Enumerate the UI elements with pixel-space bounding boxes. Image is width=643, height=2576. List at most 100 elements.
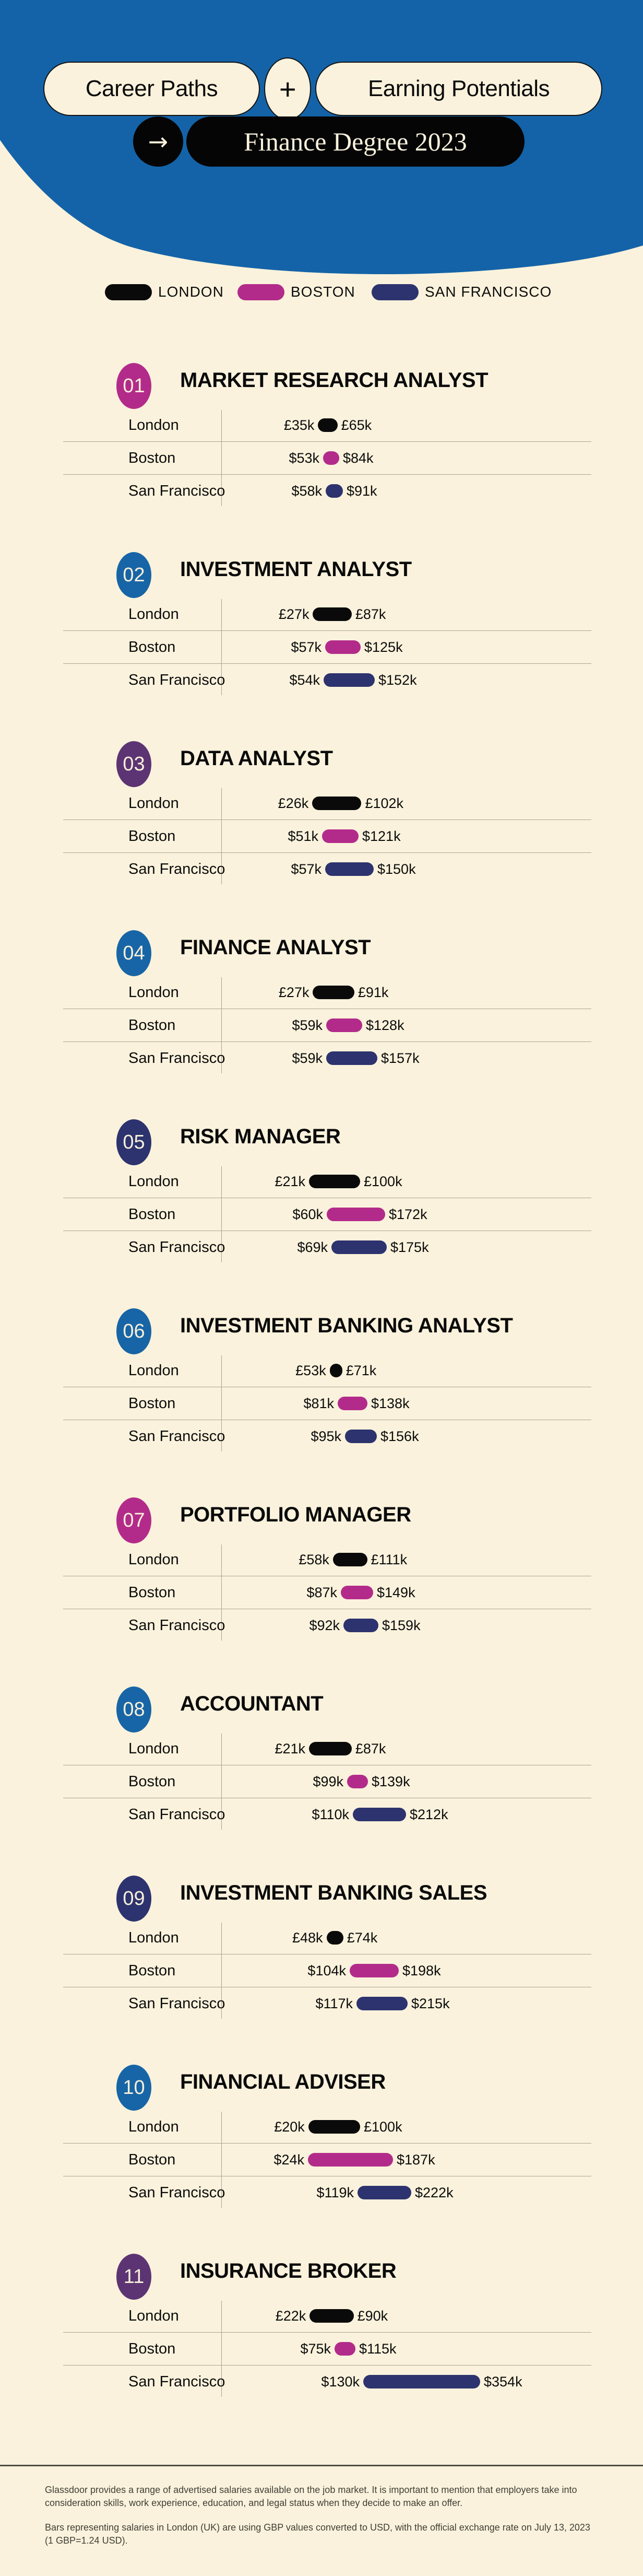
salary-min-label: $60k (292, 1206, 323, 1222)
salary-row: San Francisco $95k $156k (63, 1420, 591, 1453)
salary-range-bar (325, 640, 361, 654)
salary-range-bar (345, 1430, 377, 1443)
salary-max-label: $212k (410, 1806, 448, 1822)
city-label: Boston (128, 449, 176, 466)
salary-range-bar (324, 673, 375, 687)
section-number: 02 (123, 564, 145, 586)
salary-table: London £26k £102k Boston $51k $121k San … (63, 787, 591, 885)
city-label: San Francisco (128, 860, 225, 877)
salary-min-label: $75k (300, 2340, 331, 2357)
salary-row: Boston $59k $128k (63, 1009, 591, 1041)
section-number-badge: 06 (116, 1308, 151, 1354)
salary-min-label: $99k (313, 1773, 343, 1789)
city-label: Boston (128, 1584, 176, 1601)
salary-max-label: $215k (411, 1995, 450, 2011)
city-label: San Francisco (128, 2373, 225, 2390)
salary-range-bar (309, 1742, 352, 1755)
salary-range-bar (312, 797, 362, 810)
salary-min-label: $58k (291, 483, 322, 499)
salary-min-label: $53k (289, 450, 319, 466)
section-number-badge: 04 (116, 930, 151, 976)
salary-max-label: £91k (358, 984, 389, 1000)
earning-potentials-pill: Earning Potentials (315, 62, 602, 116)
salary-max-label: £87k (355, 606, 386, 622)
career-section: 03 DATA ANALYST London £26k £102k Boston… (0, 741, 643, 930)
salary-min-label: $104k (307, 1962, 346, 1978)
section-number: 05 (123, 1131, 145, 1153)
salary-min-label: $130k (321, 2373, 360, 2390)
salary-range-bar (309, 1175, 360, 1188)
section-number-badge: 02 (116, 552, 151, 598)
section-number-badge: 08 (116, 1687, 151, 1732)
salary-range-bar (332, 1553, 367, 1566)
section-title: DATA ANALYST (180, 746, 333, 770)
salary-row: London £27k £87k (63, 598, 591, 630)
section-number: 04 (123, 942, 145, 964)
city-label: London (128, 2307, 179, 2324)
city-label: London (128, 1929, 179, 1946)
salary-range-bar (326, 1051, 377, 1065)
city-label: London (128, 1173, 179, 1190)
salary-min-label: $87k (306, 1584, 337, 1600)
salary-row: San Francisco $69k $175k (63, 1231, 591, 1263)
city-label: San Francisco (128, 1806, 225, 1823)
salary-range-bar (347, 1775, 368, 1788)
salary-min-label: £20k (274, 2118, 305, 2135)
salary-range-bar (308, 2120, 360, 2134)
city-label: Boston (128, 638, 176, 655)
salary-range-bar (309, 2309, 354, 2323)
plus-icon: + (279, 72, 296, 106)
section-number-badge: 07 (116, 1497, 151, 1543)
city-label: London (128, 983, 179, 1001)
salary-max-label: $222k (415, 2184, 454, 2200)
salary-max-label: £90k (357, 2308, 388, 2324)
section-number: 03 (123, 753, 145, 775)
section-title: FINANCE ANALYST (180, 935, 371, 959)
salary-row: Boston $53k $84k (63, 441, 591, 474)
salary-range-bar (358, 2186, 411, 2199)
salary-row: San Francisco $130k $354k (63, 2365, 591, 2398)
salary-row: London £26k £102k (63, 787, 591, 819)
salary-min-label: $24k (273, 2151, 304, 2168)
section-title: ACCOUNTANT (180, 1692, 324, 1715)
right-arrow-icon: → (148, 127, 169, 156)
plus-badge: + (264, 57, 311, 120)
earning-potentials-label: Earning Potentials (367, 76, 550, 101)
section-number: 01 (123, 374, 145, 397)
salary-row: San Francisco $54k $152k (63, 663, 591, 696)
section-title: INVESTMENT BANKING SALES (180, 1881, 487, 1904)
salary-min-label: $119k (316, 2184, 354, 2200)
salary-max-label: £100k (364, 2118, 402, 2135)
boston-swatch (237, 284, 284, 300)
city-label: Boston (128, 2340, 176, 2357)
salary-row: San Francisco $110k $212k (63, 1798, 591, 1831)
footer-paragraph-1: Glassdoor provides a range of advertised… (45, 2485, 577, 2508)
salary-table: London £20k £100k Boston $24k $187k San … (63, 2111, 591, 2209)
salary-range-bar (326, 1018, 362, 1032)
salary-max-label: $121k (362, 828, 401, 844)
city-label: San Francisco (128, 1238, 225, 1256)
salary-row: Boston $99k $139k (63, 1765, 591, 1798)
salary-row: London £20k £100k (63, 2111, 591, 2143)
section-number: 09 (123, 1887, 145, 1910)
san-francisco-swatch (372, 284, 419, 300)
section-number-badge: 01 (116, 363, 151, 409)
salary-range-bar (329, 1364, 342, 1377)
salary-range-bar (341, 1586, 373, 1599)
section-title: INVESTMENT BANKING ANALYST (180, 1314, 513, 1337)
city-label: San Francisco (128, 1995, 225, 2012)
city-label: Boston (128, 1395, 176, 1412)
career-section: 02 INVESTMENT ANALYST London £27k £87k B… (0, 552, 643, 741)
salary-min-label: £21k (275, 1173, 306, 1189)
salary-range-bar (326, 484, 343, 498)
salary-row: London £22k £90k (63, 2300, 591, 2332)
salary-range-bar (313, 607, 352, 621)
legend-item-boston: BOSTON (237, 284, 355, 300)
salary-range-bar (323, 451, 339, 465)
career-section: 11 INSURANCE BROKER London £22k £90k Bos… (0, 2254, 643, 2443)
career-section: 10 FINANCIAL ADVISER London £20k £100k B… (0, 2065, 643, 2254)
section-title: MARKET RESEARCH ANALYST (180, 368, 489, 392)
salary-row: San Francisco $59k $157k (63, 1041, 591, 1074)
salary-range-bar (308, 2153, 393, 2167)
salary-max-label: $354k (484, 2373, 522, 2390)
